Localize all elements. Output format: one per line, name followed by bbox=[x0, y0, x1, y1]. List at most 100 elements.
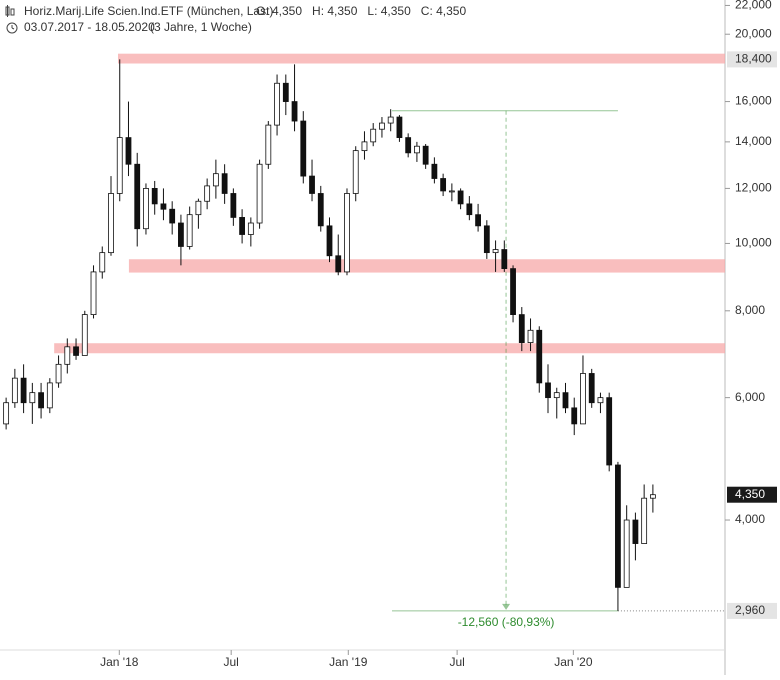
candle-body bbox=[597, 397, 604, 404]
resistance-zone bbox=[117, 53, 725, 64]
candle-body bbox=[335, 255, 342, 273]
candle-body bbox=[518, 314, 525, 344]
candle-body bbox=[239, 217, 246, 235]
price-marker bbox=[727, 486, 777, 503]
candle-body bbox=[125, 137, 132, 165]
y-tick-label: 4,000 bbox=[735, 512, 765, 526]
candle-body bbox=[361, 141, 368, 152]
x-tick-label: Jan '20 bbox=[554, 655, 593, 669]
candle-body bbox=[300, 120, 307, 177]
candle-body bbox=[344, 193, 350, 273]
candle-body bbox=[169, 208, 176, 224]
candle-body bbox=[448, 190, 455, 193]
candle-body bbox=[317, 193, 324, 227]
candle-body bbox=[291, 101, 298, 122]
candle-body bbox=[571, 407, 578, 425]
candle-body bbox=[247, 222, 254, 235]
candle-body bbox=[483, 225, 490, 254]
ohlc-label: H: 4,350 bbox=[312, 4, 358, 18]
candle-body bbox=[536, 329, 543, 384]
candle-body bbox=[116, 137, 123, 194]
candle-body bbox=[414, 145, 420, 154]
candle-body bbox=[370, 128, 377, 143]
price-marker-label: 18,400 bbox=[735, 52, 772, 66]
candle-body bbox=[64, 346, 71, 365]
candle-body bbox=[134, 163, 141, 230]
price-marker-label: 4,350 bbox=[735, 487, 765, 501]
candle-body bbox=[396, 116, 403, 138]
candle-body bbox=[615, 464, 621, 588]
price-marker-label: 2,960 bbox=[735, 603, 765, 617]
candle-body bbox=[641, 497, 648, 544]
x-tick-label: Jul bbox=[449, 655, 464, 669]
candle-body bbox=[466, 203, 473, 216]
candle-body bbox=[606, 397, 613, 466]
price-marker bbox=[727, 51, 777, 68]
candle-body bbox=[221, 173, 228, 194]
candle-body bbox=[73, 346, 79, 356]
candle-body bbox=[160, 203, 167, 210]
candle-body bbox=[422, 145, 429, 165]
x-tick-label: Jan '19 bbox=[329, 655, 368, 669]
candle-body bbox=[282, 82, 289, 102]
candle-body bbox=[274, 82, 280, 126]
y-tick-label: 12,000 bbox=[735, 181, 772, 195]
candle-body bbox=[3, 402, 10, 425]
candle-body bbox=[143, 188, 149, 230]
x-tick-label: Jan '18 bbox=[100, 655, 139, 669]
candle-body bbox=[527, 329, 534, 344]
candle-body bbox=[440, 178, 447, 192]
candle-body bbox=[580, 373, 586, 425]
measure-label: -12,560 (-80,93%) bbox=[458, 615, 555, 629]
candle-body bbox=[352, 150, 359, 194]
y-tick-label: 6,000 bbox=[735, 390, 765, 404]
candle-body bbox=[81, 314, 88, 356]
y-tick-label: 22,000 bbox=[735, 0, 772, 12]
candle-body bbox=[195, 200, 202, 216]
x-tick-label: Jul bbox=[224, 655, 239, 669]
ohlc-label: L: 4,350 bbox=[367, 4, 411, 18]
candle-body bbox=[562, 392, 569, 409]
candle-body bbox=[55, 363, 62, 384]
y-tick-label: 10,000 bbox=[735, 236, 772, 250]
candle-body bbox=[29, 392, 36, 404]
candle-body bbox=[46, 382, 53, 409]
y-tick-label: 8,000 bbox=[735, 303, 765, 317]
candle-body bbox=[265, 124, 272, 165]
candle-body bbox=[431, 163, 438, 179]
candle-body bbox=[212, 173, 219, 187]
candle-body bbox=[151, 188, 158, 205]
candle-body bbox=[623, 519, 630, 588]
candle-body bbox=[588, 373, 595, 404]
period: 03.07.2017 - 18.05.2020 bbox=[24, 20, 155, 34]
y-tick-label: 16,000 bbox=[735, 94, 772, 108]
candle-body bbox=[230, 193, 237, 218]
ohlc-label: C: 4,350 bbox=[421, 4, 467, 18]
header-icons bbox=[5, 5, 18, 34]
y-tick-label: 14,000 bbox=[735, 134, 772, 148]
candle-body bbox=[309, 175, 315, 194]
candle-body bbox=[475, 214, 481, 227]
candle-body bbox=[405, 137, 412, 154]
candle-body bbox=[11, 377, 18, 404]
candle-body bbox=[204, 185, 211, 202]
period-note: (3 Jahre, 1 Woche) bbox=[150, 20, 252, 34]
candle-body bbox=[379, 122, 385, 130]
chart-title: Horiz.Marij.Life Scien.Ind.ETF (München,… bbox=[24, 4, 273, 18]
candle-body bbox=[90, 271, 97, 315]
ohlc-label: O: 4,350 bbox=[256, 4, 302, 18]
candle-body bbox=[553, 392, 560, 399]
candle-body bbox=[649, 494, 656, 499]
candle-body bbox=[99, 252, 106, 273]
resistance-zone bbox=[54, 343, 725, 354]
resistance-zone bbox=[128, 259, 725, 273]
candle-body bbox=[108, 193, 114, 254]
candle-body bbox=[178, 222, 184, 247]
candle-body bbox=[326, 225, 333, 257]
candle-body bbox=[186, 214, 193, 247]
candle-body bbox=[632, 519, 639, 544]
candle-body bbox=[20, 377, 27, 404]
candle-body bbox=[510, 268, 516, 315]
candle-body bbox=[387, 116, 394, 124]
